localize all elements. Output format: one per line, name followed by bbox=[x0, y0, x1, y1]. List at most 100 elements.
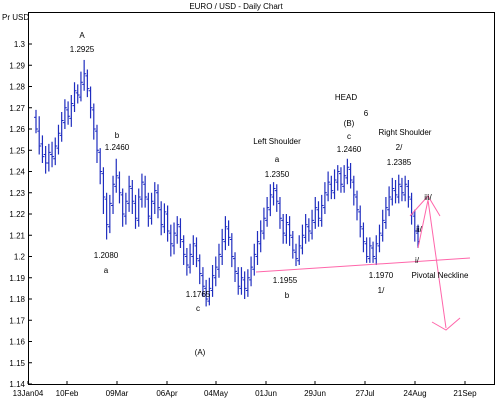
annotation-A-paren: (A) bbox=[195, 348, 206, 357]
ohlc-bar bbox=[351, 175, 356, 206]
ohlc-bar bbox=[396, 174, 401, 204]
ohlc-bar bbox=[329, 175, 334, 200]
ohlc-bar bbox=[197, 254, 202, 285]
ohlc-bar bbox=[236, 267, 241, 295]
y-tick-label: 1.24 bbox=[9, 168, 25, 177]
ohlc-bar bbox=[111, 175, 116, 214]
ohlc-bar bbox=[335, 165, 340, 191]
ohlc-bar bbox=[316, 201, 321, 227]
ohlc-bar bbox=[348, 163, 353, 189]
ohlc-bar bbox=[277, 197, 282, 229]
ohlc-bar bbox=[82, 59, 87, 91]
ohlc-bar bbox=[162, 203, 167, 234]
ohlc-bar bbox=[358, 205, 363, 238]
ohlc-bar bbox=[332, 169, 337, 200]
ohlc-bar bbox=[101, 167, 106, 214]
y-axis-ticks: 1.3 1.29 1.28 1.27 1.26 1.25 1.24 1.23 1.22 1.21 1… bbox=[9, 40, 32, 389]
ohlc-bar bbox=[367, 237, 372, 263]
ohlc-bar bbox=[207, 277, 212, 306]
ohlc-bar bbox=[387, 186, 392, 217]
ohlc-bar bbox=[306, 218, 311, 242]
down-arrow-line bbox=[427, 199, 447, 329]
ohlc-bar bbox=[53, 137, 58, 166]
pattern-overlay bbox=[255, 195, 471, 331]
ohlc-bar bbox=[175, 216, 180, 244]
ohlc-bar bbox=[155, 184, 160, 219]
annotation-B-paren: (B) bbox=[344, 119, 355, 128]
annotation-ls: Left Shoulder bbox=[253, 137, 301, 146]
wave-annotations: A 1.2925 b 1.2460 1.2080 a 1.1765 c (A) Left Shou… bbox=[70, 31, 469, 357]
x-tick-label: 13Jan04 bbox=[13, 389, 44, 398]
ohlc-bar bbox=[338, 167, 343, 193]
annotation-a-val: 1.2080 bbox=[94, 251, 119, 260]
ohlc-bar bbox=[412, 209, 417, 242]
annotation-two: 2/ bbox=[396, 143, 403, 152]
ohlc-bar bbox=[59, 112, 64, 142]
ohlc-bar bbox=[252, 243, 257, 276]
ohlc-bar bbox=[69, 95, 74, 127]
ohlc-bar bbox=[98, 148, 103, 185]
chart-title: EURO / USD - Daily Chart bbox=[189, 2, 283, 11]
y-tick-label: 1.19 bbox=[9, 274, 25, 283]
ohlc-bar bbox=[355, 190, 360, 221]
ohlc-bar bbox=[371, 241, 376, 263]
annotation-b-low-val: 1.1955 bbox=[273, 276, 298, 285]
x-tick-label: 27Jul bbox=[355, 389, 374, 398]
ohlc-bar bbox=[159, 201, 164, 236]
ohlc-bar bbox=[342, 165, 347, 193]
y-tick-label: 1.3 bbox=[14, 40, 26, 49]
y-tick-label: 1.15 bbox=[9, 359, 25, 368]
ohlc-bar bbox=[184, 248, 189, 276]
ohlc-bar bbox=[223, 216, 228, 251]
y-tick-label: 1.26 bbox=[9, 125, 25, 134]
ohlc-bar bbox=[297, 235, 302, 265]
ohlc-bar bbox=[403, 175, 408, 202]
annotation-one: 1/ bbox=[378, 286, 385, 295]
ohlc-bar bbox=[85, 69, 90, 98]
annotation-a: a bbox=[104, 266, 109, 275]
ohlc-bar bbox=[194, 237, 199, 268]
annotation-b-top: b bbox=[115, 131, 120, 140]
x-tick-label: 04May bbox=[204, 389, 228, 398]
ohlc-bar bbox=[72, 82, 77, 112]
ohlc-bar bbox=[239, 267, 244, 295]
ohlc-bar bbox=[56, 124, 61, 155]
ohlc-bar bbox=[374, 235, 379, 265]
ohlc-bar bbox=[213, 256, 218, 287]
y-tick-label: 1.27 bbox=[9, 104, 25, 113]
annotation-rs: Right Shoulder bbox=[379, 128, 432, 137]
ohlc-bar bbox=[210, 265, 215, 297]
ohlc-bar bbox=[40, 135, 45, 163]
annotation-b-val: 1.2460 bbox=[105, 143, 130, 152]
plot-frame bbox=[28, 12, 495, 385]
down-arrow-head bbox=[431, 317, 461, 331]
y-tick-label: 1.21 bbox=[9, 231, 25, 240]
ohlc-bar bbox=[261, 207, 266, 240]
x-tick-label: 09Mar bbox=[106, 389, 129, 398]
ohlc-bar bbox=[361, 222, 366, 253]
annotation-pivotal: Pivotal Neckline bbox=[412, 271, 469, 280]
ohlc-bar bbox=[78, 71, 83, 102]
annotation-iii: iii/ bbox=[424, 193, 432, 202]
ohlc-bar bbox=[139, 173, 144, 208]
ohlc-bar bbox=[294, 243, 299, 267]
ohlc-bar bbox=[377, 224, 382, 253]
ohlc-bar bbox=[300, 224, 305, 255]
ohlc-bar bbox=[133, 194, 138, 229]
ohlc-bar bbox=[191, 235, 196, 265]
ohlc-bar bbox=[255, 231, 260, 265]
ohlc-bar bbox=[383, 197, 388, 229]
annotation-head-val: 1.2460 bbox=[337, 145, 362, 154]
x-tick-label: 06Apr bbox=[156, 389, 178, 398]
ohlc-bar bbox=[326, 171, 331, 202]
ohlc-bar bbox=[127, 175, 132, 212]
y-tick-label: 1.22 bbox=[9, 210, 25, 219]
ohlc-bar bbox=[399, 177, 404, 202]
y-tick-label: 1.25 bbox=[9, 146, 25, 155]
ohlc-bar bbox=[75, 84, 80, 104]
annotation-b-low: b bbox=[285, 291, 290, 300]
ohlc-bar bbox=[271, 182, 276, 206]
ohlc-bar bbox=[226, 220, 231, 246]
ohlc-bar bbox=[290, 231, 295, 259]
x-tick-label: 24Aug bbox=[403, 389, 426, 398]
